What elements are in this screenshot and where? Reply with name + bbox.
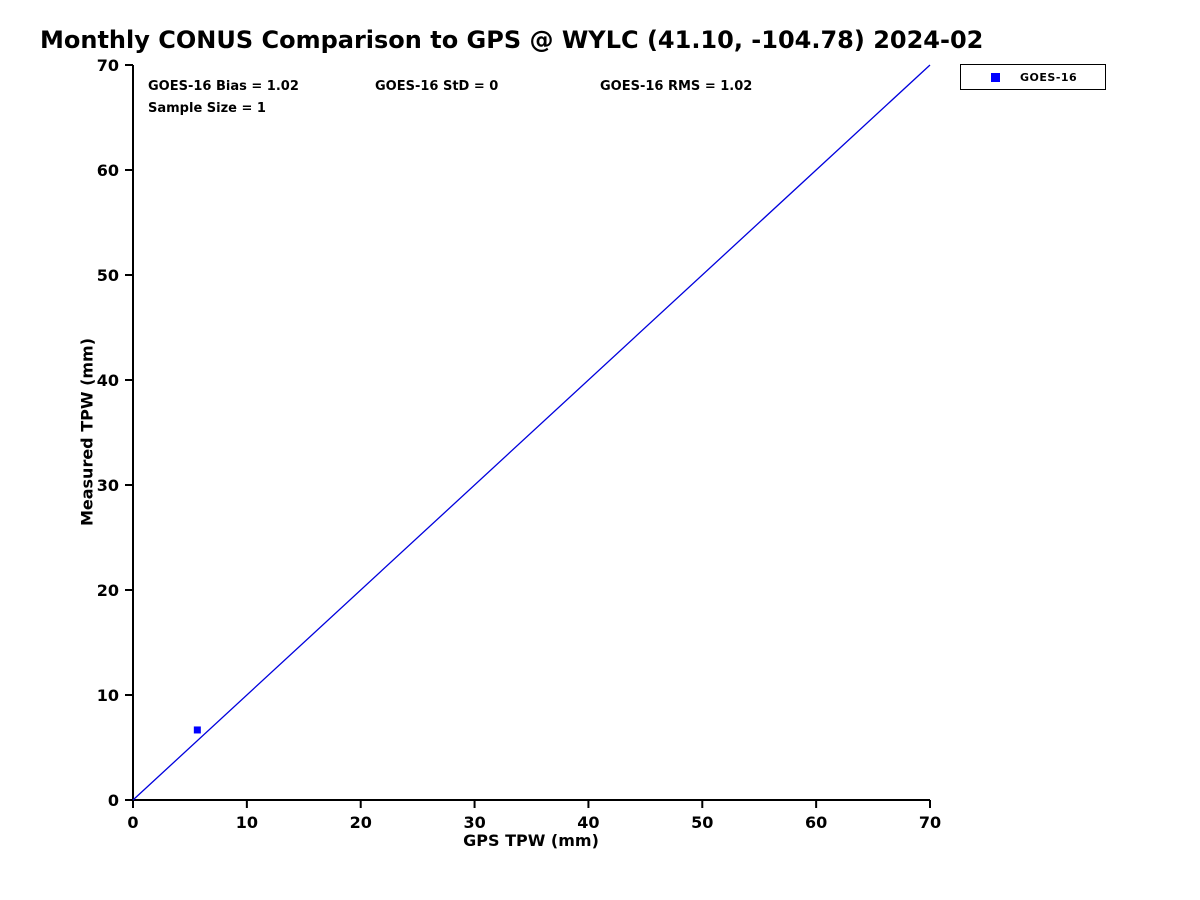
x-tick-label: 40 bbox=[577, 813, 599, 832]
x-tick-label: 0 bbox=[127, 813, 138, 832]
x-tick-label: 10 bbox=[236, 813, 258, 832]
identity-line bbox=[132, 64, 931, 801]
data-point-goes-16 bbox=[193, 726, 201, 734]
x-tick-label: 30 bbox=[463, 813, 485, 832]
y-tick-label: 60 bbox=[97, 161, 119, 180]
y-tick-label: 30 bbox=[97, 476, 119, 495]
legend-marker-square-icon bbox=[991, 72, 1000, 82]
x-axis-label: GPS TPW (mm) bbox=[463, 831, 599, 850]
y-tick-label: 50 bbox=[97, 266, 119, 285]
y-tick-label: 40 bbox=[97, 371, 119, 390]
x-tick-label: 20 bbox=[350, 813, 372, 832]
legend: GOES-16 bbox=[960, 64, 1106, 90]
y-tick-label: 70 bbox=[97, 56, 119, 75]
x-tick-label: 50 bbox=[691, 813, 713, 832]
chart-title: Monthly CONUS Comparison to GPS @ WYLC (… bbox=[40, 26, 984, 54]
y-tick-label: 10 bbox=[97, 686, 119, 705]
x-tick-label: 70 bbox=[919, 813, 941, 832]
stat-sample-size: Sample Size = 1 bbox=[148, 101, 266, 116]
stat-rms: GOES-16 RMS = 1.02 bbox=[600, 79, 753, 94]
y-tick-label: 20 bbox=[97, 581, 119, 600]
y-axis-label: Measured TPW (mm) bbox=[77, 337, 97, 527]
x-tick-label: 60 bbox=[805, 813, 827, 832]
y-tick-label: 0 bbox=[108, 791, 119, 810]
legend-label: GOES-16 bbox=[1020, 70, 1078, 84]
stat-bias: GOES-16 Bias = 1.02 bbox=[148, 79, 299, 94]
stat-std: GOES-16 StD = 0 bbox=[375, 79, 499, 94]
